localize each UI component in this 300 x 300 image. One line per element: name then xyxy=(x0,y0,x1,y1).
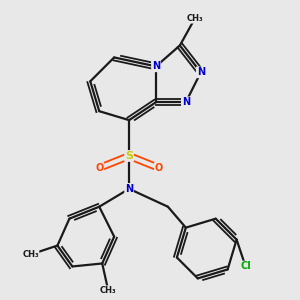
Text: CH₃: CH₃ xyxy=(187,14,203,23)
Text: N: N xyxy=(125,184,133,194)
Text: N: N xyxy=(182,97,190,107)
Text: N: N xyxy=(197,68,205,77)
Text: O: O xyxy=(95,163,103,173)
Text: CH₃: CH₃ xyxy=(22,250,39,259)
Text: CH₃: CH₃ xyxy=(100,286,116,295)
Text: N: N xyxy=(152,61,160,71)
Text: O: O xyxy=(155,163,163,173)
Text: Cl: Cl xyxy=(240,262,251,272)
Text: S: S xyxy=(125,151,133,161)
